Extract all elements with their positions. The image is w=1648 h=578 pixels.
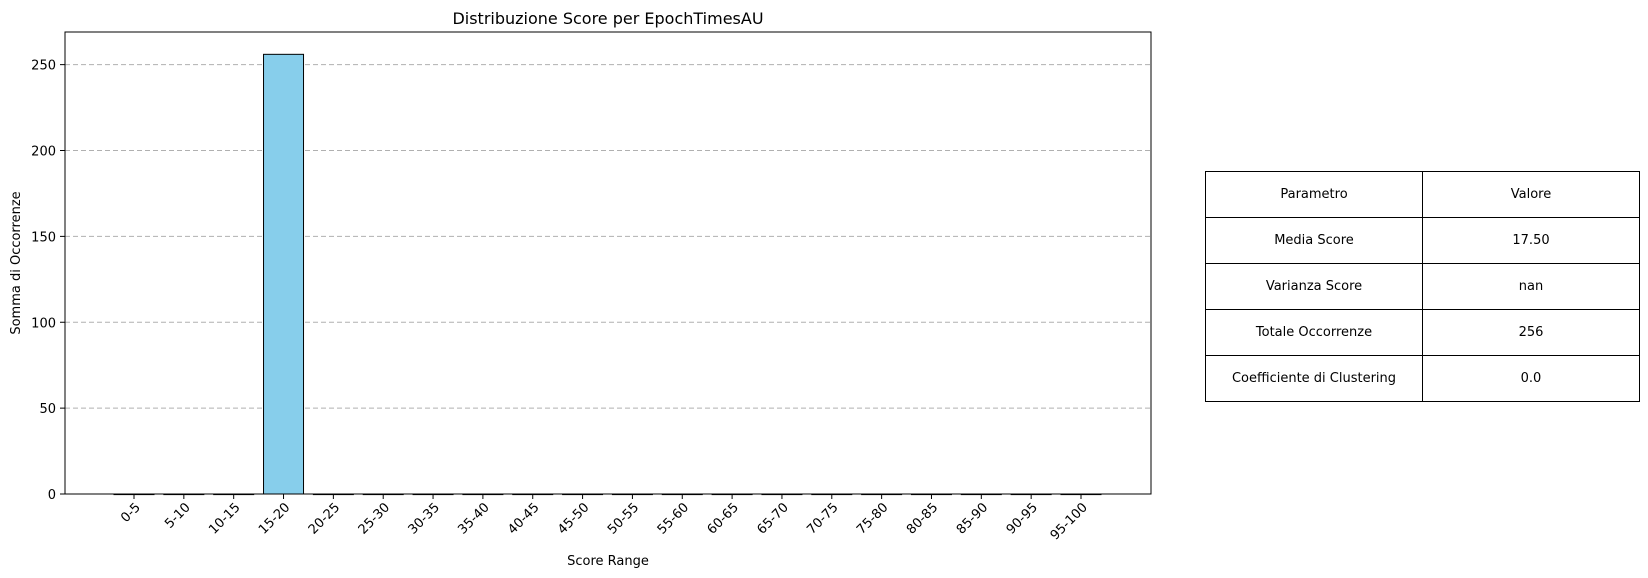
x-tick-label: 95-100 <box>1048 500 1091 543</box>
x-tick-label: 30-35 <box>406 500 443 537</box>
table-header-row: Parametro Valore <box>1205 171 1640 218</box>
x-tick-label: 5-10 <box>162 500 193 531</box>
x-tick-label: 65-70 <box>754 500 791 537</box>
bar <box>263 53 305 495</box>
chart-title: Distribuzione Score per EpochTimesAU <box>452 9 763 28</box>
y-axis-label: Somma di Occorrenze <box>9 191 24 334</box>
bar-chart: 0 50 100 150 200 250 0-5 5-10 10-15 15-20 20-25 25… <box>9 9 1152 569</box>
x-tick-label: 90-95 <box>1004 500 1041 537</box>
x-tick-label: 60-65 <box>705 500 742 537</box>
x-tick-label: 35-40 <box>455 500 492 537</box>
x-tick-label: 0-5 <box>118 500 144 526</box>
table-cell: Varianza Score <box>1205 263 1423 310</box>
x-tick-label: 75-80 <box>854 500 891 537</box>
x-axis-ticks: 0-5 5-10 10-15 15-20 20-25 25-30 30-35 35-40 40-… <box>118 494 1091 543</box>
x-tick-label: 55-60 <box>655 500 692 537</box>
table-row: Media Score 17.50 <box>1205 217 1640 264</box>
x-tick-label: 80-85 <box>904 500 941 537</box>
y-tick-label: 200 <box>31 145 56 160</box>
x-tick-label: 20-25 <box>306 500 343 537</box>
table-cell: 256 <box>1422 309 1640 356</box>
table-cell: 0.0 <box>1422 355 1640 402</box>
x-tick-label: 10-15 <box>206 500 243 537</box>
x-tick-label: 15-20 <box>256 500 293 537</box>
table-cell: nan <box>1422 263 1640 310</box>
y-tick-label: 150 <box>31 230 56 245</box>
plot-area-frame <box>64 31 1152 495</box>
table-cell: 17.50 <box>1422 217 1640 264</box>
y-tick-label: 250 <box>31 59 56 74</box>
bars <box>113 53 1102 496</box>
y-tick-label: 50 <box>39 402 56 417</box>
table-row: Varianza Score nan <box>1205 263 1640 310</box>
y-axis-ticks: 0 50 100 150 200 250 <box>31 59 65 503</box>
x-tick-label: 85-90 <box>954 500 991 537</box>
gridlines <box>65 64 1151 409</box>
x-axis-label: Score Range <box>567 554 649 569</box>
x-tick-label: 25-30 <box>356 500 393 537</box>
x-tick-label: 40-45 <box>505 500 542 537</box>
y-tick-label: 100 <box>31 316 56 331</box>
table-row: Coefficiente di Clustering 0.0 <box>1205 355 1640 402</box>
table-header-cell: Parametro <box>1205 171 1423 218</box>
table-header-cell: Valore <box>1422 171 1640 218</box>
y-tick-label: 0 <box>48 488 56 503</box>
table-row: Totale Occorrenze 256 <box>1205 309 1640 356</box>
x-tick-label: 50-55 <box>605 500 642 537</box>
table-cell: Coefficiente di Clustering <box>1205 355 1423 402</box>
table-cell: Totale Occorrenze <box>1205 309 1423 356</box>
stats-table: Parametro Valore Media Score 17.50 Varia… <box>1205 171 1640 402</box>
x-tick-label: 70-75 <box>804 500 841 537</box>
x-tick-label: 45-50 <box>555 500 592 537</box>
table-cell: Media Score <box>1205 217 1423 264</box>
